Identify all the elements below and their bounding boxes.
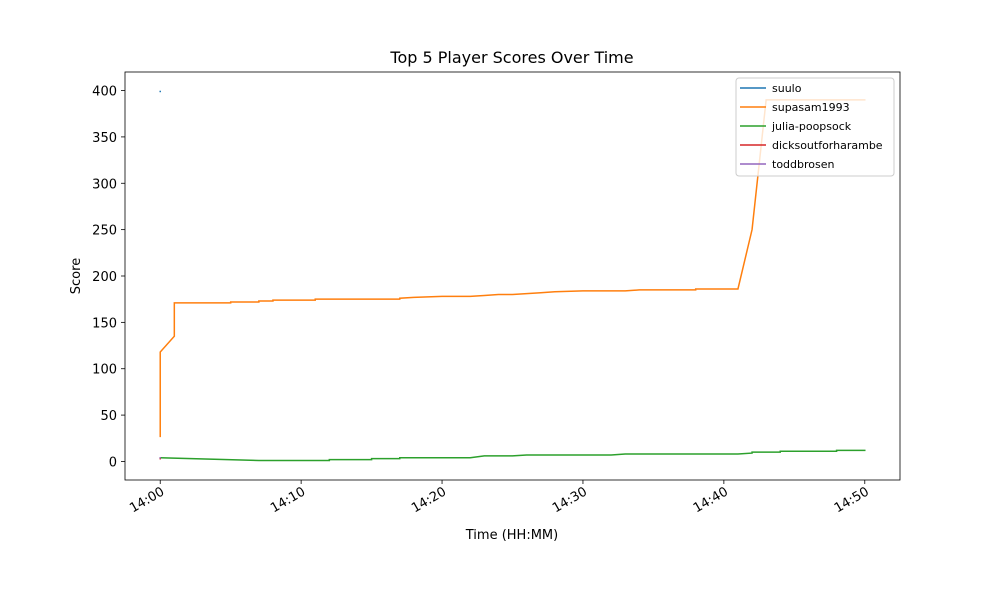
- y-axis-label: Score: [69, 258, 84, 294]
- chart-title: Top 5 Player Scores Over Time: [389, 48, 633, 67]
- y-tick-label: 350: [92, 131, 117, 146]
- x-tick-label: 14:10: [268, 484, 308, 516]
- series-line: [159, 99, 866, 438]
- x-tick-label: 14:00: [127, 484, 167, 516]
- y-tick-label: 200: [92, 270, 117, 285]
- legend-label: dicksoutforharambe: [772, 139, 883, 152]
- y-tick-label: 400: [92, 85, 117, 100]
- legend-box: [735, 77, 895, 177]
- legend-label: toddbrosen: [772, 158, 834, 171]
- legend-label: suulo: [772, 82, 802, 95]
- legend-label: julia-poopsock: [771, 120, 852, 133]
- y-tick-label: 0: [109, 455, 117, 470]
- legend-label: supasam1993: [772, 101, 850, 114]
- plot-frame: [124, 71, 901, 481]
- y-tick-label: 250: [92, 224, 117, 239]
- x-tick-label: 14:50: [832, 484, 872, 516]
- x-tick-label: 14:20: [409, 484, 449, 516]
- legend: suulo supasam1993 julia-poopsock dicksoutfo…: [735, 77, 895, 177]
- y-tick-label: 100: [92, 363, 117, 378]
- series-line: [159, 449, 866, 462]
- x-tick-label: 14:40: [691, 484, 731, 516]
- x-tick-label: 14:30: [550, 484, 590, 516]
- x-axis-label: Time (HH:MM): [465, 528, 558, 543]
- y-tick-label: 150: [92, 316, 117, 331]
- y-tick-label: 300: [92, 177, 117, 192]
- y-tick-label: 50: [100, 409, 117, 424]
